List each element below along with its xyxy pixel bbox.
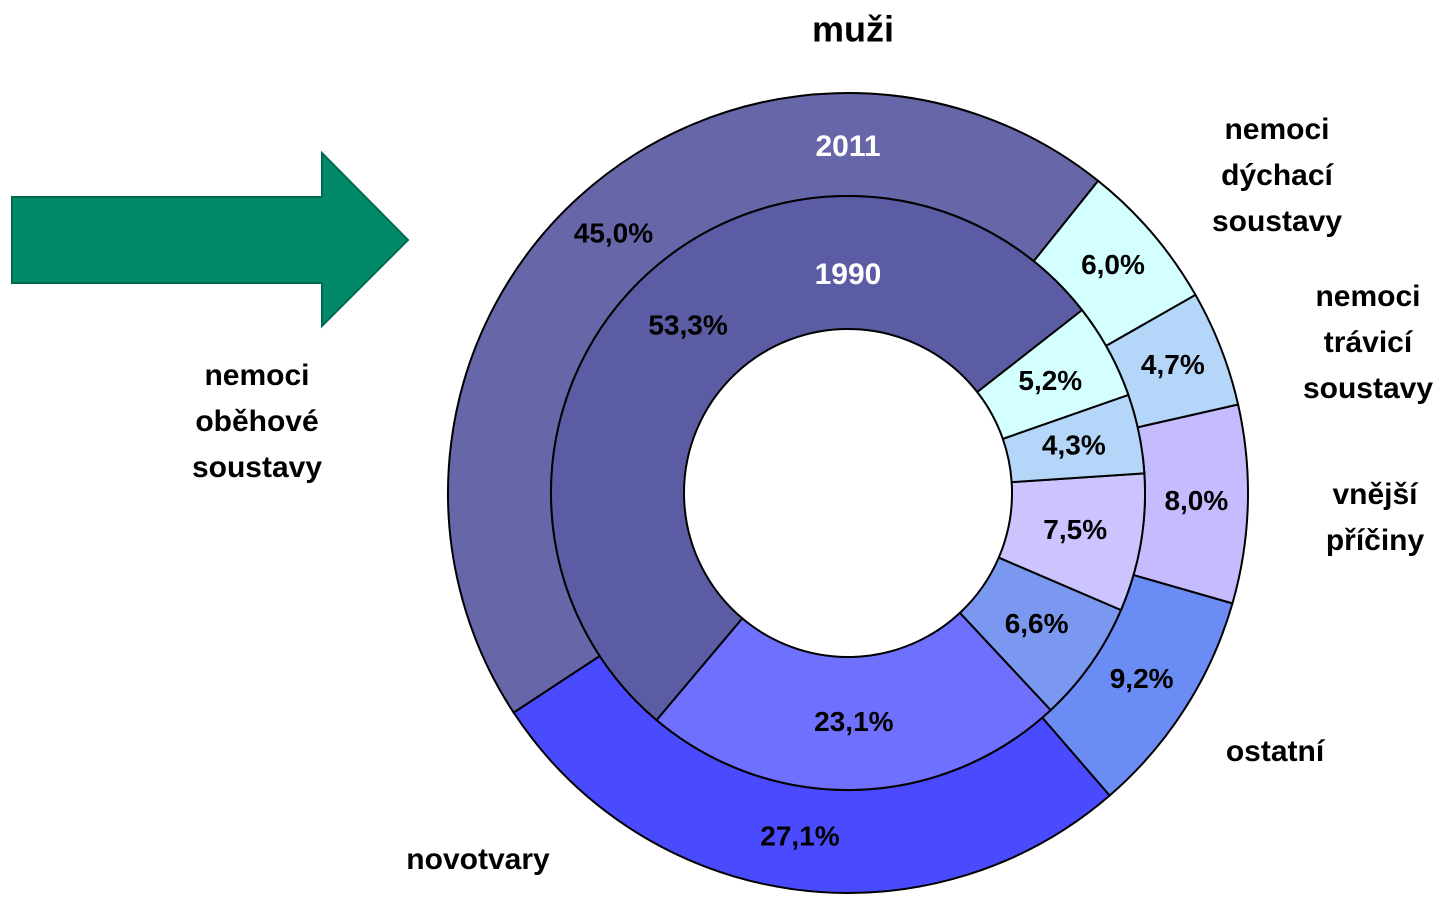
category-label: ostatní [1225, 735, 1325, 768]
donut-segment [1001, 393, 1146, 484]
value-label: 27,1% [760, 821, 839, 852]
value-label: 8,0% [1164, 485, 1228, 516]
chart-title: muži [812, 9, 894, 50]
donut-segment [655, 611, 1053, 792]
value-label: 6,0% [1081, 249, 1145, 280]
donut-segment [997, 472, 1146, 612]
donut-segment [550, 195, 1084, 722]
value-label: 53,3% [648, 309, 727, 340]
value-label: 5,2% [1018, 365, 1082, 396]
category-label: novotvary [406, 843, 550, 876]
value-label: 9,2% [1110, 663, 1174, 694]
category-label: vnější příčiny [1325, 478, 1425, 557]
value-label: 6,6% [1005, 608, 1069, 639]
value-label: 4,7% [1141, 349, 1205, 380]
value-label: 4,3% [1042, 429, 1106, 460]
donut-segment [958, 556, 1123, 712]
series-label: 2011 [815, 130, 880, 163]
value-label: 7,5% [1043, 514, 1107, 545]
category-label: nemoci oběhové soustavy [191, 359, 323, 484]
arrow [11, 150, 410, 329]
value-label: 45,0% [574, 218, 653, 249]
donut-segment [975, 308, 1130, 441]
category-label: nemoci trávicí soustavy [1302, 280, 1434, 405]
series-label: 1990 [815, 258, 882, 291]
value-label: 23,1% [814, 706, 893, 737]
category-label: nemoci dýchací soustavy [1211, 113, 1343, 238]
